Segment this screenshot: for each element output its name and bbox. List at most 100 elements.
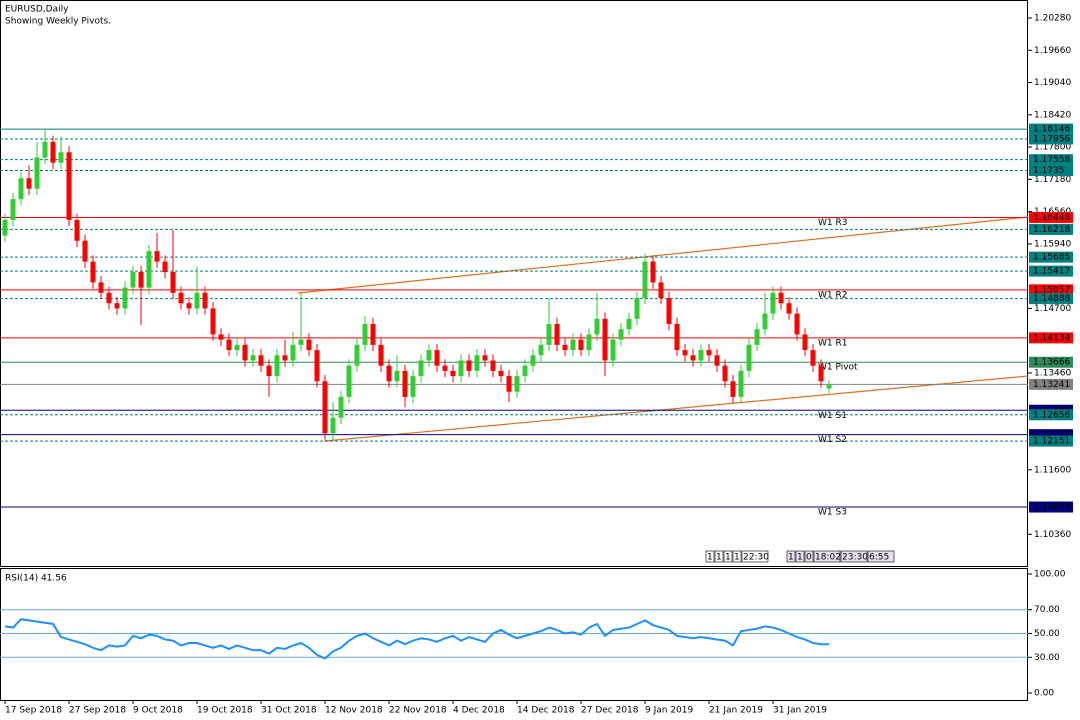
status-text: 6:55 [869, 553, 889, 563]
y-tick-label: 1.19660 [1034, 46, 1071, 56]
x-tick-label: 31 Jan 2019 [773, 706, 827, 716]
candle-body [130, 271, 136, 288]
status-text: 23:30 [842, 553, 868, 563]
level-label: 1.16448 [1033, 213, 1070, 223]
level-label-box [1029, 265, 1073, 277]
y-tick-label: 1.13460 [1034, 368, 1071, 378]
y-tick-label: 1.17180 [1034, 175, 1071, 185]
candle-body [410, 376, 416, 397]
level-label-box [1029, 123, 1073, 135]
trend-line [324, 375, 1029, 442]
level-label-box [1029, 435, 1073, 447]
candle-body [554, 324, 560, 345]
x-tick-label: 17 Sep 2018 [5, 706, 62, 716]
rsi-title: RSI(14) 41.56 [5, 574, 67, 584]
candle-body [90, 261, 96, 283]
candle-body [354, 344, 360, 366]
candle-body [266, 365, 272, 377]
y-tick-label: 1.10360 [1034, 530, 1071, 540]
level-label: 1.18146 [1033, 125, 1070, 135]
status-box [714, 550, 724, 563]
candle-body [330, 417, 336, 434]
candle-body [626, 318, 632, 330]
x-tick-label: 27 Sep 2018 [69, 706, 126, 716]
candle-body [810, 350, 816, 366]
candle-body [314, 350, 320, 382]
candle-body [186, 303, 192, 309]
candle-body [242, 344, 248, 361]
status-text: 18:02 [815, 553, 841, 563]
level-label: 1.17558 [1033, 155, 1070, 165]
candle-body [818, 365, 824, 382]
status-box [813, 550, 841, 563]
candle-body [50, 141, 56, 163]
candle-body [698, 350, 704, 361]
candle-body [426, 350, 432, 361]
x-tick-label: 19 Oct 2018 [197, 706, 253, 716]
candle-body [298, 339, 304, 345]
candle-body [690, 355, 696, 361]
candle-body [666, 298, 672, 325]
level-label-box [1029, 154, 1073, 166]
candle-body [786, 303, 792, 314]
candle-body [146, 251, 152, 288]
candle-body [506, 376, 512, 392]
level-label-box [1029, 332, 1073, 344]
candle-body [418, 360, 424, 377]
candle-body [594, 318, 600, 335]
pivot-label: W1 Pivot [818, 363, 858, 373]
candle-body [730, 381, 736, 397]
status-text: 22:30 [743, 553, 769, 563]
candle-body [586, 334, 592, 351]
level-label-box [1029, 133, 1073, 145]
y-tick-label: 50.00 [1034, 629, 1060, 639]
status-text: 0 [806, 553, 812, 563]
level-label-box [1029, 429, 1073, 441]
candle-body [658, 282, 664, 299]
candle-body [546, 324, 552, 345]
candle-body [634, 298, 640, 319]
level-label: 1.15417 [1033, 267, 1070, 277]
pivot-label: W1 S3 [818, 508, 847, 518]
status-box [741, 550, 769, 563]
x-tick-label: 9 Jan 2019 [645, 706, 693, 716]
level-label: 1.13241 [1033, 380, 1070, 390]
candle-body [682, 350, 688, 356]
status-box [804, 550, 814, 563]
candle-body [826, 384, 832, 389]
candle-body [674, 324, 680, 351]
level-label-box [1029, 223, 1073, 235]
candle-body [210, 308, 216, 335]
candle-body [122, 287, 128, 309]
candle-body [34, 157, 40, 189]
candle-body [802, 334, 808, 351]
candle-body [746, 344, 752, 371]
candle-body [322, 381, 328, 434]
candle-body [386, 365, 392, 382]
y-tick-label: 1.20280 [1034, 14, 1071, 24]
level-label-box [1029, 284, 1073, 296]
level-label: 1.16218 [1033, 225, 1070, 235]
candle-body [82, 240, 88, 262]
status-text: 1 [734, 553, 740, 563]
status-box [732, 550, 742, 563]
pivot-label: W1 S2 [818, 435, 847, 445]
level-label: 1.15685 [1033, 253, 1070, 263]
candle-body [58, 152, 64, 163]
candle-body [250, 355, 256, 361]
y-tick-label: 70.00 [1034, 605, 1060, 615]
rsi-line [4, 618, 829, 660]
level-label: 1.14134 [1033, 333, 1070, 343]
candle-body [570, 339, 576, 351]
candle-body [98, 282, 104, 293]
level-label: 1.12656 [1033, 410, 1070, 420]
candle-body [538, 344, 544, 356]
candle-body [778, 292, 784, 304]
x-tick-label: 12 Nov 2018 [325, 706, 383, 716]
x-tick-label: 31 Oct 2018 [261, 706, 317, 716]
candle-body [194, 292, 200, 309]
status-box [705, 550, 715, 563]
candle-body [66, 152, 72, 220]
candle-body [274, 355, 280, 377]
